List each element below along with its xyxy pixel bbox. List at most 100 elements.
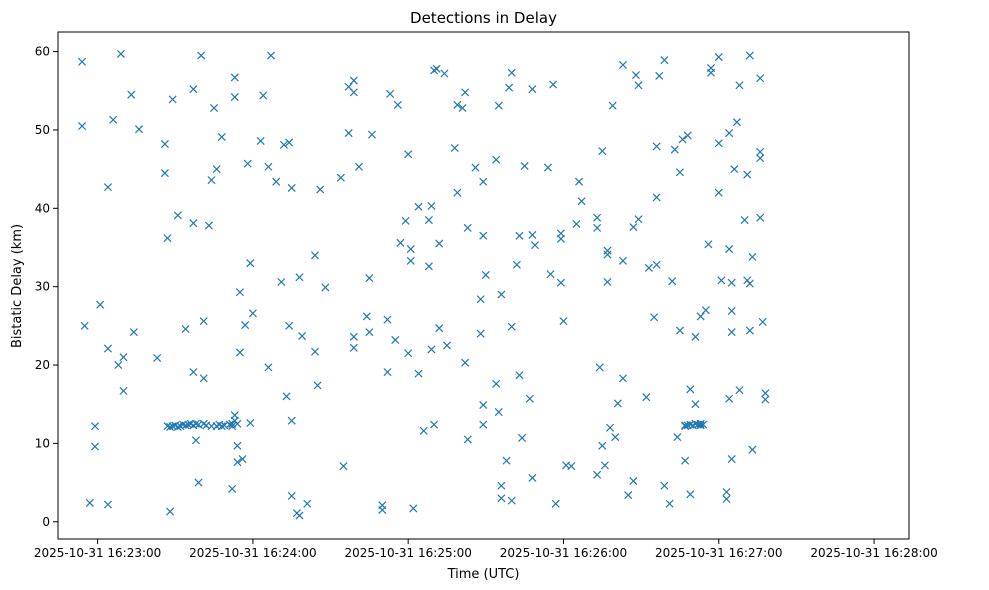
data-point-marker	[103, 344, 112, 353]
data-point-marker	[230, 73, 239, 82]
data-point-marker	[287, 183, 296, 192]
data-point-marker	[241, 321, 250, 330]
data-point-marker	[722, 495, 731, 504]
data-point-marker	[103, 500, 112, 509]
data-point-marker	[629, 223, 638, 232]
data-point-marker	[492, 155, 501, 164]
data-point-marker	[116, 49, 125, 58]
y-tick-label: 20	[35, 358, 50, 372]
data-point-marker	[191, 436, 200, 445]
data-point-marker	[238, 455, 247, 464]
data-point-marker	[756, 213, 765, 222]
data-point-marker	[502, 456, 511, 465]
data-point-marker	[549, 80, 558, 89]
data-point-marker	[722, 487, 731, 497]
data-point-marker	[233, 441, 242, 450]
data-point-marker	[476, 329, 485, 338]
data-point-marker	[354, 162, 364, 171]
data-point-marker	[310, 347, 320, 356]
data-point-marker	[463, 435, 472, 444]
data-point-marker	[365, 274, 374, 283]
data-point-marker	[393, 100, 402, 109]
data-point-marker	[406, 256, 415, 265]
data-point-marker	[134, 125, 144, 134]
data-point-marker	[505, 83, 514, 92]
data-point-marker	[714, 139, 723, 148]
data-point-marker	[160, 140, 169, 149]
y-tick-label: 10	[35, 436, 50, 450]
data-point-marker	[316, 185, 325, 194]
data-point-marker	[246, 419, 255, 428]
data-point-marker	[507, 322, 516, 331]
data-point-marker	[603, 250, 612, 259]
data-point-marker	[401, 216, 410, 225]
data-point-marker	[173, 211, 182, 220]
data-point-marker	[119, 353, 128, 362]
data-point-marker	[528, 85, 537, 94]
data-point-marker	[543, 163, 552, 172]
data-point-marker	[287, 416, 296, 425]
data-point-marker	[277, 277, 286, 286]
data-point-marker	[212, 165, 221, 174]
data-point-marker	[497, 494, 506, 503]
data-point-marker	[727, 455, 736, 464]
data-point-marker	[691, 332, 700, 341]
data-point-marker	[295, 511, 304, 520]
y-tick-label: 50	[35, 123, 50, 137]
data-point-marker	[745, 326, 754, 335]
data-point-marker	[681, 456, 690, 465]
data-point-marker	[432, 64, 441, 73]
data-point-marker	[479, 177, 488, 186]
data-point-marker	[189, 85, 198, 94]
data-point-marker	[761, 395, 770, 404]
data-point-marker	[507, 68, 516, 77]
data-point-marker	[235, 348, 244, 357]
data-point-marker	[199, 374, 208, 383]
x-tick-label: 2025-10-31 16:25:00	[344, 546, 471, 560]
data-point-marker	[349, 76, 358, 85]
data-point-marker	[204, 221, 213, 230]
data-point-marker	[678, 135, 687, 144]
data-point-marker	[556, 229, 565, 238]
data-point-marker	[574, 177, 584, 186]
data-point-marker	[406, 245, 415, 254]
data-point-marker	[756, 154, 765, 163]
data-point-marker	[197, 51, 206, 60]
data-point-marker	[686, 490, 695, 499]
data-point-marker	[246, 259, 255, 268]
data-point-marker	[233, 419, 242, 428]
data-point-marker	[256, 136, 265, 145]
data-point-marker	[264, 363, 273, 372]
data-point-marker	[559, 317, 568, 326]
data-point-marker	[593, 223, 602, 232]
data-point-marker	[546, 270, 555, 279]
data-point-marker	[515, 371, 524, 380]
data-point-marker	[701, 306, 710, 315]
data-point-marker	[349, 343, 358, 352]
data-point-marker	[435, 324, 444, 333]
data-point-marker	[321, 283, 330, 292]
data-point-marker	[295, 273, 304, 282]
data-point-marker	[264, 162, 273, 171]
data-point-marker	[572, 219, 581, 229]
data-point-marker	[310, 251, 320, 260]
data-point-marker	[228, 422, 237, 431]
data-point-marker	[681, 422, 690, 431]
data-point-marker	[593, 470, 602, 479]
data-point-marker	[194, 478, 203, 487]
data-point-marker	[745, 279, 754, 288]
data-point-marker	[740, 216, 749, 225]
data-point-marker	[634, 81, 643, 90]
data-point-marker	[481, 270, 490, 279]
data-point-marker	[725, 394, 734, 403]
data-point-marker	[717, 276, 726, 285]
data-point-marker	[173, 422, 182, 431]
data-point-marker	[551, 499, 560, 508]
data-point-marker	[644, 263, 653, 272]
data-point-marker	[686, 385, 695, 394]
data-point-marker	[613, 399, 622, 408]
data-point-marker	[598, 147, 607, 156]
data-point-marker	[525, 394, 534, 403]
data-point-marker	[727, 278, 736, 287]
data-point-marker	[704, 240, 713, 249]
